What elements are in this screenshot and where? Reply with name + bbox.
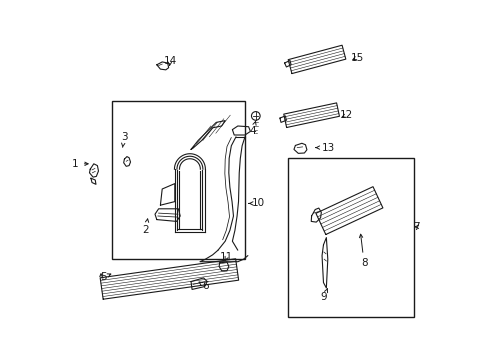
Text: 8: 8: [359, 234, 368, 268]
Text: 5: 5: [100, 272, 111, 282]
Text: 4: 4: [249, 121, 256, 136]
Bar: [288, 158, 414, 317]
Text: 7: 7: [413, 222, 419, 232]
Text: 11: 11: [220, 252, 233, 262]
Text: 10: 10: [249, 198, 265, 208]
Text: 14: 14: [163, 56, 176, 66]
Bar: [112, 101, 245, 259]
Text: 1: 1: [72, 159, 88, 169]
Text: 9: 9: [320, 289, 328, 302]
Text: 6: 6: [199, 281, 209, 291]
Text: 13: 13: [316, 143, 335, 153]
Text: 2: 2: [143, 219, 149, 235]
Text: 15: 15: [350, 53, 364, 63]
Text: 3: 3: [121, 132, 127, 147]
Text: 12: 12: [340, 110, 353, 120]
